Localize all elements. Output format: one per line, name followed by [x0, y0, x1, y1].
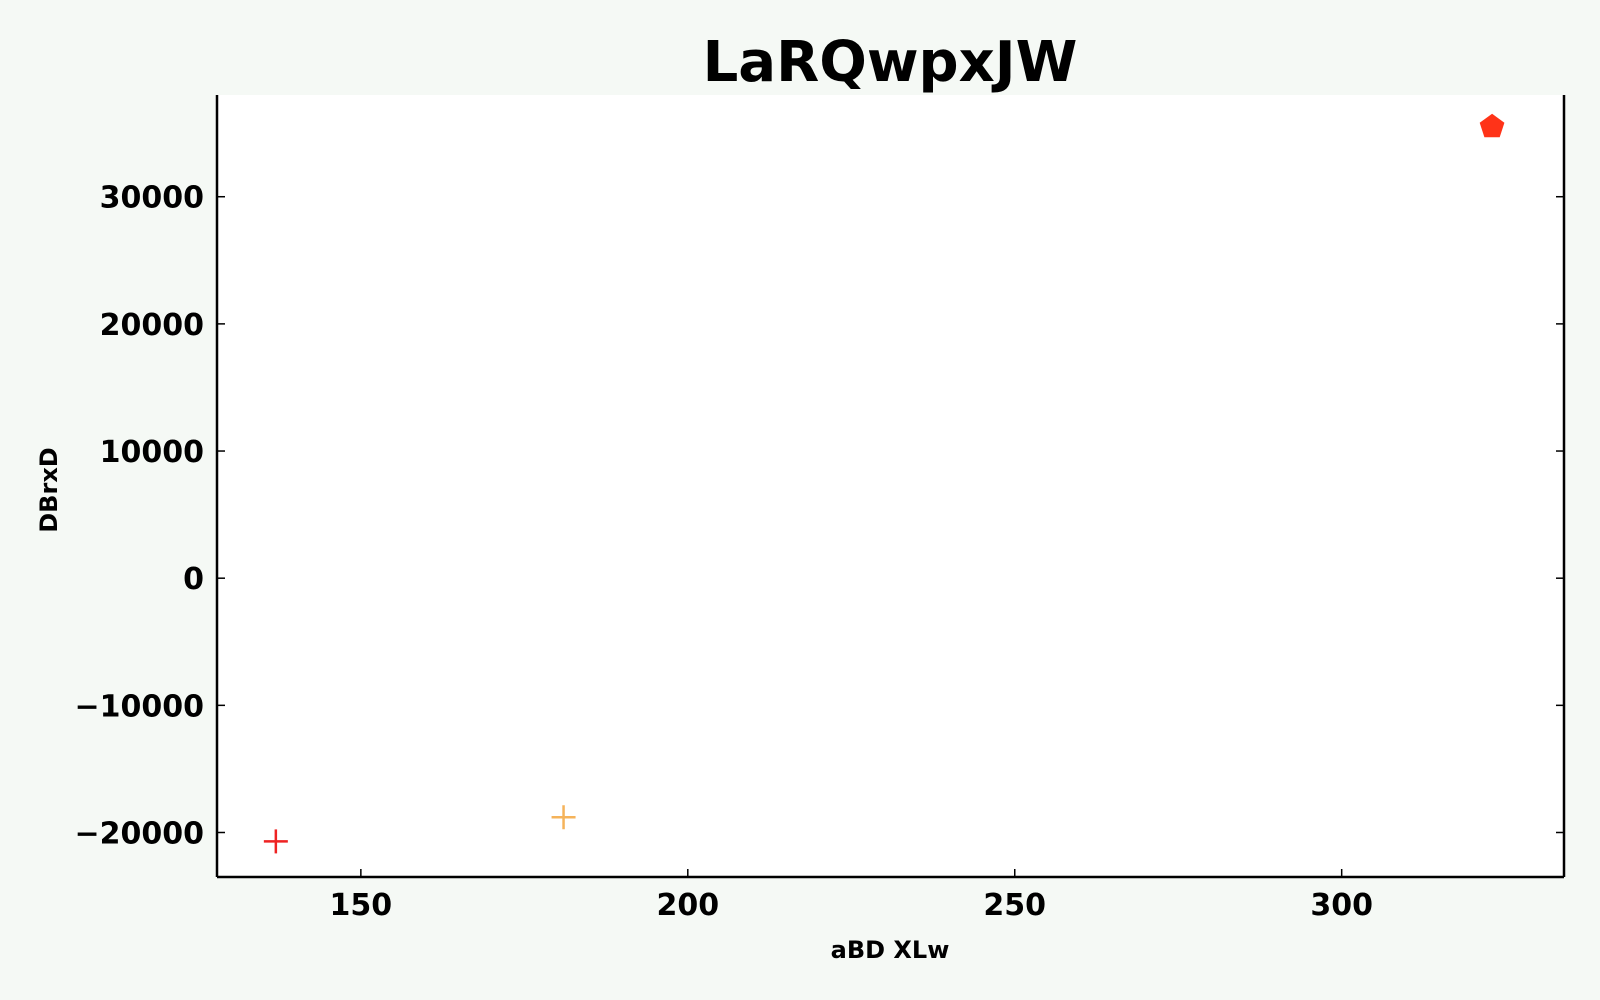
x-axis-label: aBD XLw — [831, 936, 950, 964]
y-axis-label: DBrxD — [35, 447, 63, 532]
y-tick-label: −20000 — [74, 816, 204, 851]
y-tick-label: −10000 — [74, 689, 204, 724]
plot-area — [217, 95, 1564, 877]
x-tick-label: 250 — [983, 888, 1046, 923]
data-point — [263, 829, 288, 854]
x-tick-label: 150 — [330, 888, 393, 923]
ticks: 150 200 250 300 −20000 −10000 0 10000 20000 30000 — [74, 181, 1564, 923]
x-tick-label: 300 — [1310, 888, 1373, 923]
y-tick-label: 30000 — [100, 181, 204, 216]
data-point — [551, 805, 576, 830]
y-tick-label: 0 — [183, 562, 204, 597]
x-tick-label: 200 — [656, 888, 719, 923]
chart-title: LaRQwpxJW — [703, 30, 1078, 95]
y-tick-label: 20000 — [100, 308, 204, 343]
y-tick-label: 10000 — [100, 435, 204, 470]
data-point — [1479, 113, 1505, 138]
data-points — [263, 113, 1505, 854]
